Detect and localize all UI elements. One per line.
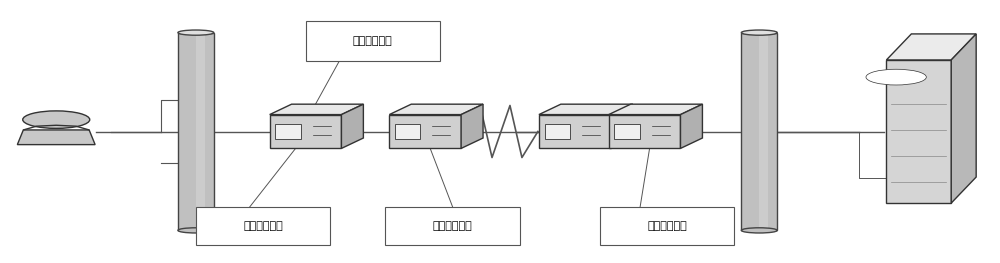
Bar (741, 33, 777, 230)
Polygon shape (461, 104, 483, 148)
Ellipse shape (741, 228, 777, 233)
Polygon shape (886, 34, 976, 60)
Bar (759, 33, 768, 230)
Text: 流量控制设备: 流量控制设备 (433, 221, 473, 231)
Bar (178, 33, 214, 230)
Polygon shape (609, 104, 702, 115)
Polygon shape (611, 104, 633, 148)
Bar (306, 21, 440, 61)
Ellipse shape (741, 30, 777, 35)
Circle shape (866, 69, 926, 85)
Bar (385, 207, 520, 245)
Polygon shape (951, 34, 976, 203)
Bar (545, 124, 570, 139)
Polygon shape (680, 104, 702, 148)
Bar (395, 124, 420, 139)
Text: 流量控制设备: 流量控制设备 (243, 221, 283, 231)
Polygon shape (539, 115, 611, 148)
Polygon shape (389, 104, 483, 115)
Polygon shape (539, 104, 633, 115)
Polygon shape (17, 130, 95, 145)
Ellipse shape (178, 228, 214, 233)
Circle shape (23, 111, 90, 128)
Polygon shape (609, 115, 680, 148)
Text: 流量优化设备: 流量优化设备 (353, 36, 393, 46)
Polygon shape (341, 104, 363, 148)
Text: 流量优化设备: 流量优化设备 (647, 221, 687, 231)
Polygon shape (886, 60, 951, 203)
Bar (600, 207, 734, 245)
Polygon shape (389, 115, 461, 148)
Polygon shape (270, 104, 363, 115)
Polygon shape (270, 115, 341, 148)
Bar (614, 124, 640, 139)
Bar (196, 207, 330, 245)
Bar (196, 33, 205, 230)
Bar (275, 124, 301, 139)
Ellipse shape (178, 30, 214, 35)
